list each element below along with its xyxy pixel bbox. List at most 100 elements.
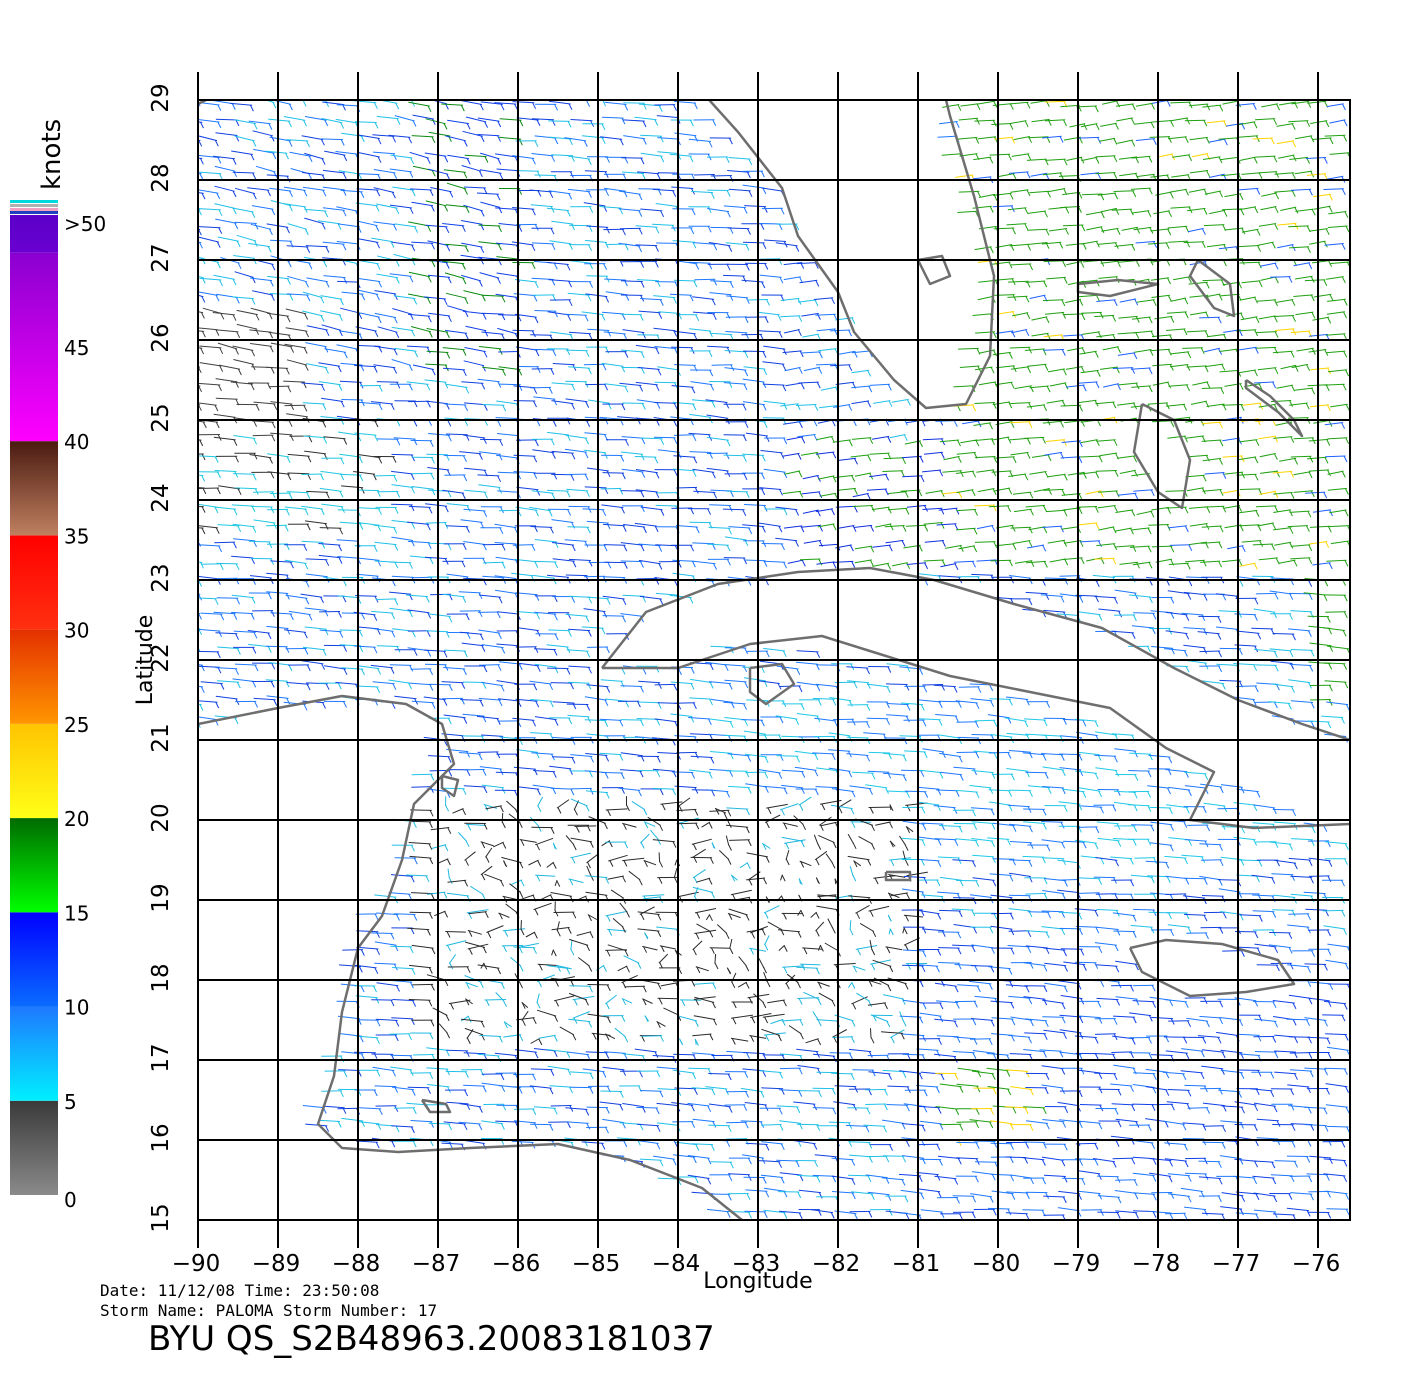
wind-barb [672,1069,697,1080]
wind-barb [1129,594,1153,604]
wind-barb [529,189,554,199]
wind-barb [714,953,719,970]
wind-barb [250,307,273,320]
wind-barb [408,842,433,850]
wind-barb [780,403,801,411]
wind-barb [1080,123,1100,131]
wind-barb [1136,299,1157,307]
wind-barb [1098,1088,1122,1096]
wind-barb [775,715,800,726]
wind-barb [781,836,805,848]
wind-barb [335,151,360,161]
wind-barb [1041,241,1064,249]
wind-barb [745,432,770,443]
wind-barb [693,490,718,499]
wind-barb [1042,420,1064,428]
wind-barb [952,1211,976,1219]
wind-barb [568,628,592,637]
wind-barb [1029,471,1049,478]
wind-barb [232,345,256,357]
wind-barb [991,1033,1015,1042]
wind-barb [739,862,751,870]
wind-barb [1044,805,1068,812]
wind-barb [318,682,342,690]
wind-barb [537,796,544,812]
wind-barb [1204,347,1223,355]
wind-barb [635,344,660,355]
wind-barb [642,945,658,953]
wind-barb [637,171,661,180]
wind-barb [871,435,892,443]
wind-barb [1189,103,1211,111]
wind-barb [1325,350,1348,358]
wind-barb [371,999,395,1007]
wind-barb [918,718,943,726]
wind-barb [816,1196,840,1204]
wind-barb [637,928,662,938]
wind-barb [247,382,272,390]
wind-barb [536,993,541,1009]
wind-barb [1048,188,1068,196]
wind-barb [688,717,712,726]
wind-barb [373,169,398,180]
wind-barb [512,261,536,270]
wind-barb [1204,190,1224,198]
wind-barb [568,155,592,166]
wind-barb [1095,401,1117,409]
wind-barb [390,154,415,165]
wind-barb [939,121,960,128]
wind-barb [782,452,802,460]
wind-barb [1145,860,1170,869]
wind-barb [535,837,554,851]
wind-barb [391,326,416,337]
wind-barb [198,579,203,587]
wind-barb [850,454,872,462]
wind-barb [321,1090,344,1098]
wind-barb [300,593,324,604]
wind-barb [758,958,767,974]
wind-barb [1078,136,1102,144]
wind-barb [231,150,255,161]
wind-barb [1271,683,1295,693]
wind-barb [825,853,836,869]
wind-barb [1167,1173,1192,1182]
wind-barb [1165,875,1190,885]
wind-barb [1238,369,1258,377]
wind-barb [847,721,870,729]
wind-barb [1330,540,1350,548]
wind-barb [815,786,840,794]
wind-barb [799,860,812,868]
wind-barb [639,595,664,606]
wind-barb [322,207,347,217]
coast-okeechobee [916,254,952,286]
wind-barb [1007,295,1030,303]
wind-barb [605,439,629,446]
wind-barb [1076,506,1099,513]
wind-barb [1016,84,1034,90]
wind-barb [236,309,260,321]
wind-barb [974,995,999,1005]
colorbar-label: 40 [64,430,89,454]
wind-barb [1269,613,1293,620]
wind-barb [1152,120,1175,127]
wind-barb [990,1173,1015,1182]
wind-barb [249,454,273,464]
wind-barb [549,299,573,307]
wind-barb [320,295,344,306]
wind-barb [602,1066,627,1076]
wind-barb [586,189,610,197]
wind-barb [1326,276,1346,284]
wind-barb [1164,1158,1189,1168]
wind-barb [235,700,259,708]
wind-barb [374,290,398,301]
wind-barb [1010,451,1031,459]
wind-barb [957,984,981,993]
y-tick-label: 16 [148,1123,174,1152]
wind-barb [917,836,942,846]
wind-barb [388,134,413,144]
wind-barb [638,701,662,709]
wind-barb [934,1018,958,1028]
wind-barb [881,1031,905,1040]
wind-barb [512,155,536,165]
wind-barb [905,826,914,834]
